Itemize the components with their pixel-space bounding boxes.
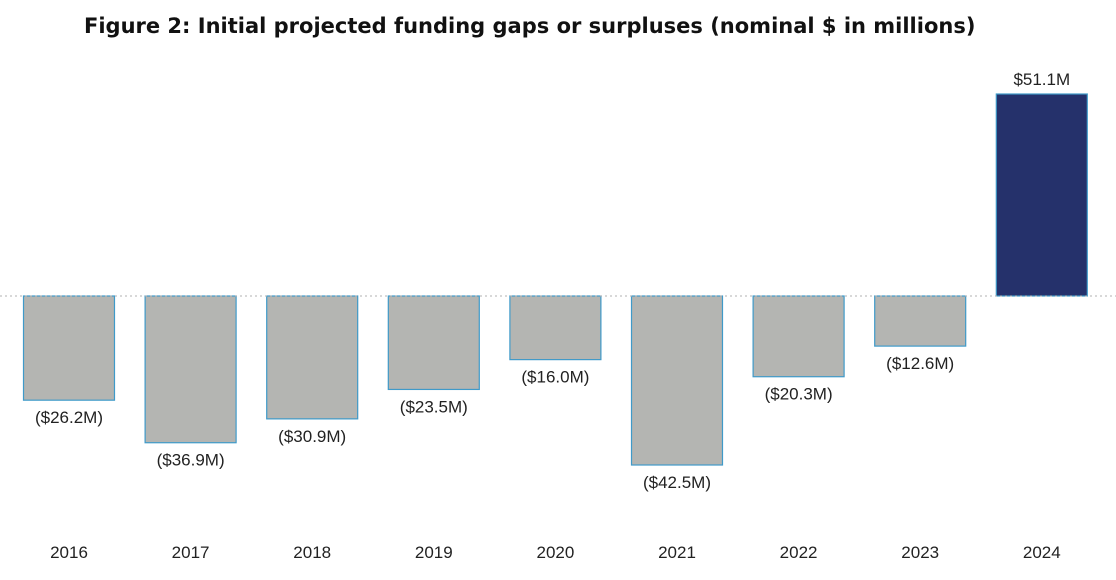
chart-title: Figure 2: Initial projected funding gaps…	[84, 14, 976, 38]
bar-2024	[995, 93, 1088, 297]
data-label-2016: ($26.2M)	[35, 408, 103, 427]
x-axis-ticks: 2016 2017 2018 2019 2020 2021 2022 2023 2024	[50, 543, 1061, 562]
bar-2018	[266, 295, 359, 420]
data-label-2022: ($20.3M)	[765, 385, 833, 404]
data-label-2018: ($30.9M)	[278, 427, 346, 446]
bar-2020	[509, 295, 602, 361]
x-tick-2021: 2021	[658, 543, 696, 562]
bar-2017	[144, 295, 237, 444]
data-label-2019: ($23.5M)	[400, 397, 468, 416]
x-tick-2024: 2024	[1023, 543, 1061, 562]
data-label-2021: ($42.5M)	[643, 473, 711, 492]
bar-2022	[752, 295, 845, 378]
bar-2023	[874, 295, 967, 347]
data-label-2017: ($36.9M)	[157, 451, 225, 470]
x-tick-2017: 2017	[172, 543, 210, 562]
x-tick-2020: 2020	[536, 543, 574, 562]
data-label-2024: $51.1M	[1013, 70, 1070, 89]
bar-2019	[387, 295, 480, 391]
x-tick-2018: 2018	[293, 543, 331, 562]
x-tick-2019: 2019	[415, 543, 453, 562]
labels-layer: ($26.2M) ($36.9M) ($30.9M) ($23.5M) ($16.0M)…	[35, 70, 1070, 492]
x-tick-2022: 2022	[780, 543, 818, 562]
bar-2021	[630, 295, 724, 466]
data-label-2020: ($16.0M)	[521, 368, 589, 387]
bar-2016	[22, 295, 116, 401]
data-label-2023: ($12.6M)	[886, 354, 954, 373]
bars-layer	[22, 93, 1088, 466]
x-tick-2016: 2016	[50, 543, 88, 562]
x-tick-2023: 2023	[901, 543, 939, 562]
